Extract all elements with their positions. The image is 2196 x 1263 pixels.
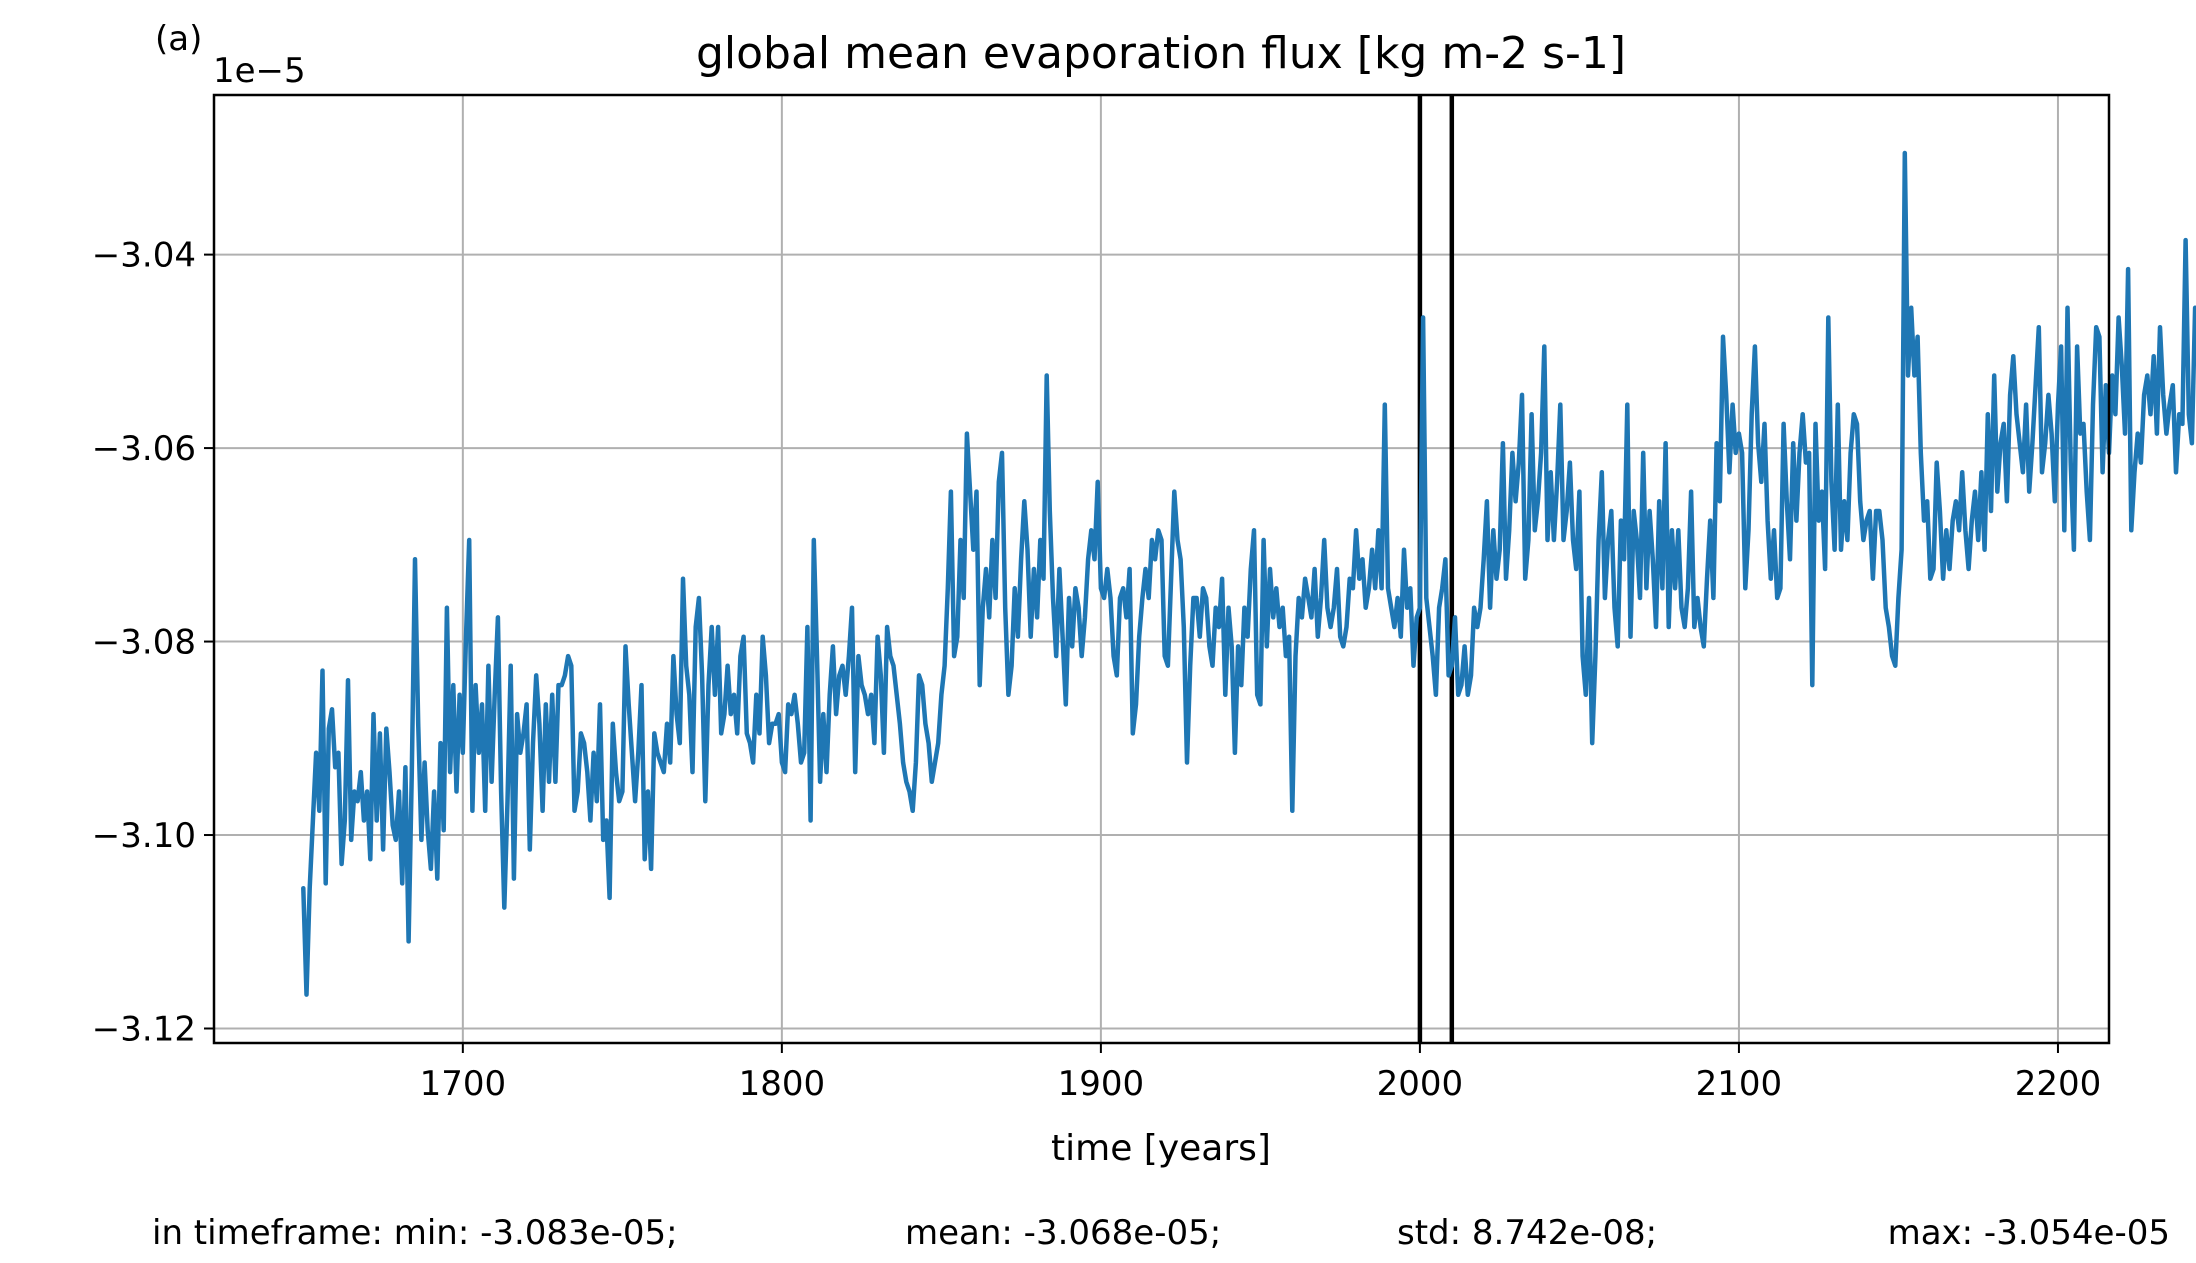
stats-max: max: -3.054e-05 [1888, 1213, 2170, 1253]
x-axis-label: time [years] [1051, 1128, 1271, 1169]
evaporation-series-line [301, 150, 2196, 997]
plot-frame [212, 93, 2111, 1045]
x-tick-label: 2200 [2015, 1064, 2102, 1104]
y-tick-label: −3.12 [92, 1009, 196, 1049]
x-tick-label: 1800 [739, 1064, 826, 1104]
x-tick-label: 2100 [1696, 1064, 1783, 1104]
y-tick-label: −3.10 [92, 816, 196, 856]
chart-title: global mean evaporation flux [kg m-2 s-1… [696, 28, 1626, 79]
y-tick-label: −3.08 [92, 623, 196, 663]
x-tick-label: 1900 [1058, 1064, 1145, 1104]
stats-mean: mean: -3.068e-05; [905, 1213, 1221, 1253]
x-tick-label: 2000 [1377, 1064, 1464, 1104]
stats-std: std: 8.742e-08; [1397, 1213, 1657, 1253]
y-tick-label: −3.06 [92, 429, 196, 469]
x-tick-label: 1700 [420, 1064, 507, 1104]
y-tick-label: −3.04 [92, 236, 196, 276]
y-offset-label: 1e−5 [213, 51, 306, 91]
stats-min: in timeframe: min: -3.083e-05; [152, 1213, 678, 1253]
panel-label: (a) [155, 19, 202, 59]
axis-ticks: 1700 1800 1900 2000 2100 2200 −3.12 −3.10 −3.08 −… [92, 236, 2101, 1104]
